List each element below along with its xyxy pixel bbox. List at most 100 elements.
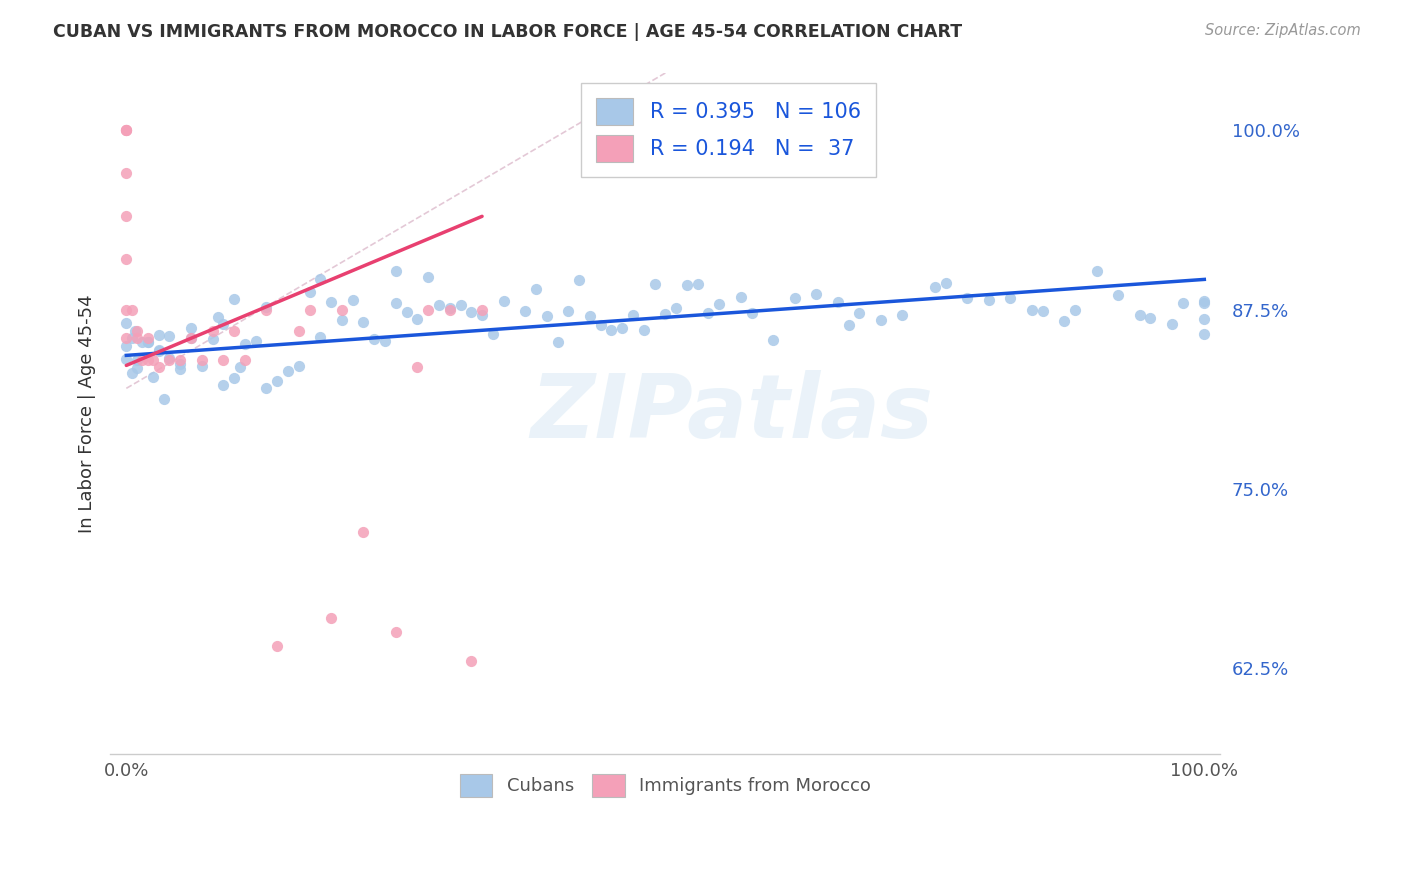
Point [439,301,461,315]
Point [224,370,246,384]
Point [492,293,515,308]
Point [180,321,202,335]
Point [418,302,440,317]
Point [686,277,709,291]
Point [385,625,408,640]
Point [212,317,235,331]
Point [309,329,332,343]
Point [536,309,558,323]
Point [115,123,138,137]
Point [121,366,143,380]
Point [115,123,138,137]
Point [224,324,246,338]
Point [115,331,138,345]
Point [471,302,494,317]
Point [1194,294,1216,309]
Point [169,358,191,372]
Point [201,332,224,346]
Point [330,312,353,326]
Point [180,331,202,345]
Point [288,324,311,338]
Point [741,306,763,320]
Point [460,654,482,668]
Point [406,359,429,374]
Point [266,374,288,388]
Point [1139,310,1161,325]
Point [579,309,602,323]
Point [201,324,224,338]
Point [827,295,849,310]
Point [142,352,165,367]
Point [256,301,278,315]
Point [233,352,256,367]
Point [121,302,143,317]
Point [321,610,343,624]
Point [385,264,408,278]
Point [1085,263,1108,277]
Point [709,297,731,311]
Point [385,296,408,310]
Point [224,292,246,306]
Point [644,277,666,291]
Point [115,339,138,353]
Point [1194,295,1216,310]
Point [418,269,440,284]
Point [730,290,752,304]
Point [1000,291,1022,305]
Text: ZIPatlas: ZIPatlas [530,370,934,457]
Point [131,335,153,350]
Point [115,252,138,267]
Point [1194,312,1216,326]
Point [288,359,311,373]
Point [1053,314,1076,328]
Point [838,318,860,333]
Point [471,308,494,322]
Point [124,324,146,338]
Point [136,352,159,367]
Point [1161,318,1184,332]
Point [115,210,138,224]
Point [191,359,214,374]
Point [121,331,143,345]
Point [207,310,229,325]
Point [600,323,623,337]
Point [1064,303,1087,318]
Point [935,276,957,290]
Point [309,272,332,286]
Point [1194,327,1216,342]
Point [136,335,159,350]
Point [353,315,375,329]
Point [127,324,149,338]
Point [169,362,191,376]
Point [127,361,149,376]
Point [153,392,176,406]
Point [169,352,191,367]
Point [612,320,634,334]
Point [115,317,138,331]
Point [568,273,591,287]
Point [374,334,396,348]
Point [557,304,579,318]
Point [298,285,321,299]
Point [159,328,181,343]
Point [115,302,138,317]
Point [1129,309,1152,323]
Point [321,295,343,310]
Point [924,280,946,294]
Point [115,123,138,137]
Text: Source: ZipAtlas.com: Source: ZipAtlas.com [1205,23,1361,38]
Point [427,298,450,312]
Point [450,298,472,312]
Point [115,166,138,180]
Point [212,352,235,367]
Point [342,293,364,307]
Point [870,312,893,326]
Point [191,352,214,367]
Point [395,305,418,319]
Point [256,381,278,395]
Point [330,302,353,317]
Point [697,306,720,320]
Point [148,343,170,357]
Point [353,524,375,539]
Point [406,311,429,326]
